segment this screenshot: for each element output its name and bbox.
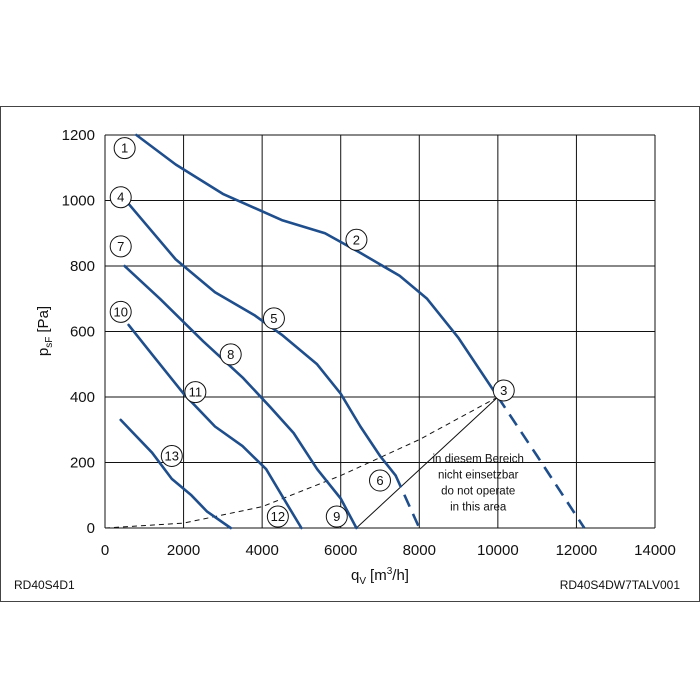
- fan-curve: [119, 418, 232, 530]
- y-tick-label: 200: [70, 455, 95, 472]
- marker-circle: [219, 343, 242, 366]
- warning-annotation: in diesem Bereich nicht einsetzbar do not …: [433, 454, 524, 514]
- x-axis-label: qV [m3/h]: [351, 566, 409, 587]
- y-tick-label: 400: [70, 389, 95, 406]
- marker-circle: [325, 505, 348, 528]
- marker-label: 10: [113, 304, 127, 319]
- marker-circle: [113, 137, 136, 160]
- marker-circle: [184, 381, 207, 404]
- marker-label: 7: [117, 239, 124, 254]
- y-tick-labels: 0 200 400 600 800 1000 1200: [62, 127, 95, 537]
- auxiliary-lines: [104, 396, 499, 529]
- curve-marker-8: 8: [219, 343, 242, 366]
- marker-circle: [109, 235, 132, 258]
- x-tick-label: 12000: [556, 542, 598, 559]
- fan-curve: [127, 202, 397, 477]
- marker-label: 6: [376, 473, 383, 488]
- marker-circle: [160, 444, 183, 467]
- y-tick-label: 1000: [62, 193, 95, 210]
- curve-marker-12: 12: [266, 505, 289, 528]
- curve-marker-3: 3: [492, 379, 515, 402]
- marker-circle: [109, 186, 132, 209]
- marker-circle: [345, 228, 368, 251]
- y-tick-label: 800: [70, 258, 95, 275]
- annotation-line: nicht einsetzbar: [438, 470, 519, 482]
- marker-label: 8: [227, 347, 234, 362]
- x-tick-label: 14000: [634, 542, 676, 559]
- curve-marker-7: 7: [109, 235, 132, 258]
- curve-marker-5: 5: [262, 307, 285, 330]
- x-tick-label: 2000: [167, 542, 200, 559]
- marker-label: 12: [271, 509, 285, 524]
- annotation-line: in diesem Bereich: [433, 454, 524, 466]
- marker-label: 2: [353, 232, 360, 247]
- model-code-right: RD40S4DW7TALV001: [559, 578, 680, 592]
- y-tick-label: 0: [87, 520, 95, 537]
- curve-marker-10: 10: [109, 300, 132, 323]
- y-tick-label: 600: [70, 324, 95, 341]
- curve-marker-4: 4: [109, 186, 132, 209]
- fan-curves: [119, 133, 586, 530]
- grid: [104, 134, 656, 529]
- curve-marker-1: 1: [113, 137, 136, 160]
- marker-circle: [262, 307, 285, 330]
- annotation-line: do not operate: [441, 486, 515, 498]
- marker-label: 5: [270, 311, 277, 326]
- curve-marker-6: 6: [369, 469, 391, 492]
- marker-label: 9: [333, 509, 340, 524]
- x-tick-label: 0: [101, 542, 109, 559]
- y-axis-label: psF[Pa]: [35, 306, 55, 356]
- x-tick-label: 4000: [245, 542, 278, 559]
- curve-marker-9: 9: [325, 505, 348, 528]
- fan-curve: [123, 264, 358, 530]
- x-tick-label: 10000: [477, 542, 519, 559]
- y-tick-label: 1200: [62, 127, 95, 144]
- marker-label: 1: [121, 141, 128, 156]
- fan-curve-extension: [394, 475, 421, 529]
- model-code-left: RD40S4D1: [14, 578, 75, 592]
- operating-limit-line: [356, 396, 499, 529]
- fan-curve-extension: [496, 396, 586, 529]
- fan-curve: [135, 133, 500, 399]
- marker-label: 13: [165, 448, 179, 463]
- marker-circle: [369, 469, 391, 492]
- system-curve: [104, 396, 499, 529]
- marker-label: 11: [189, 385, 203, 400]
- marker-circle: [492, 379, 515, 402]
- marker-label: 4: [117, 190, 124, 205]
- marker-circle: [266, 505, 289, 528]
- curve-marker-11: 11: [184, 381, 207, 404]
- x-tick-label: 6000: [324, 542, 357, 559]
- x-tick-labels: 0 2000 4000 6000 8000 10000 12000 14000: [101, 542, 676, 559]
- marker-label: 3: [500, 383, 507, 398]
- x-tick-label: 8000: [403, 542, 436, 559]
- marker-circle: [109, 300, 132, 323]
- fan-curve: [127, 323, 303, 530]
- annotation-line: in this area: [450, 502, 507, 514]
- curve-marker-13: 13: [160, 444, 183, 467]
- curve-marker-2: 2: [345, 228, 368, 251]
